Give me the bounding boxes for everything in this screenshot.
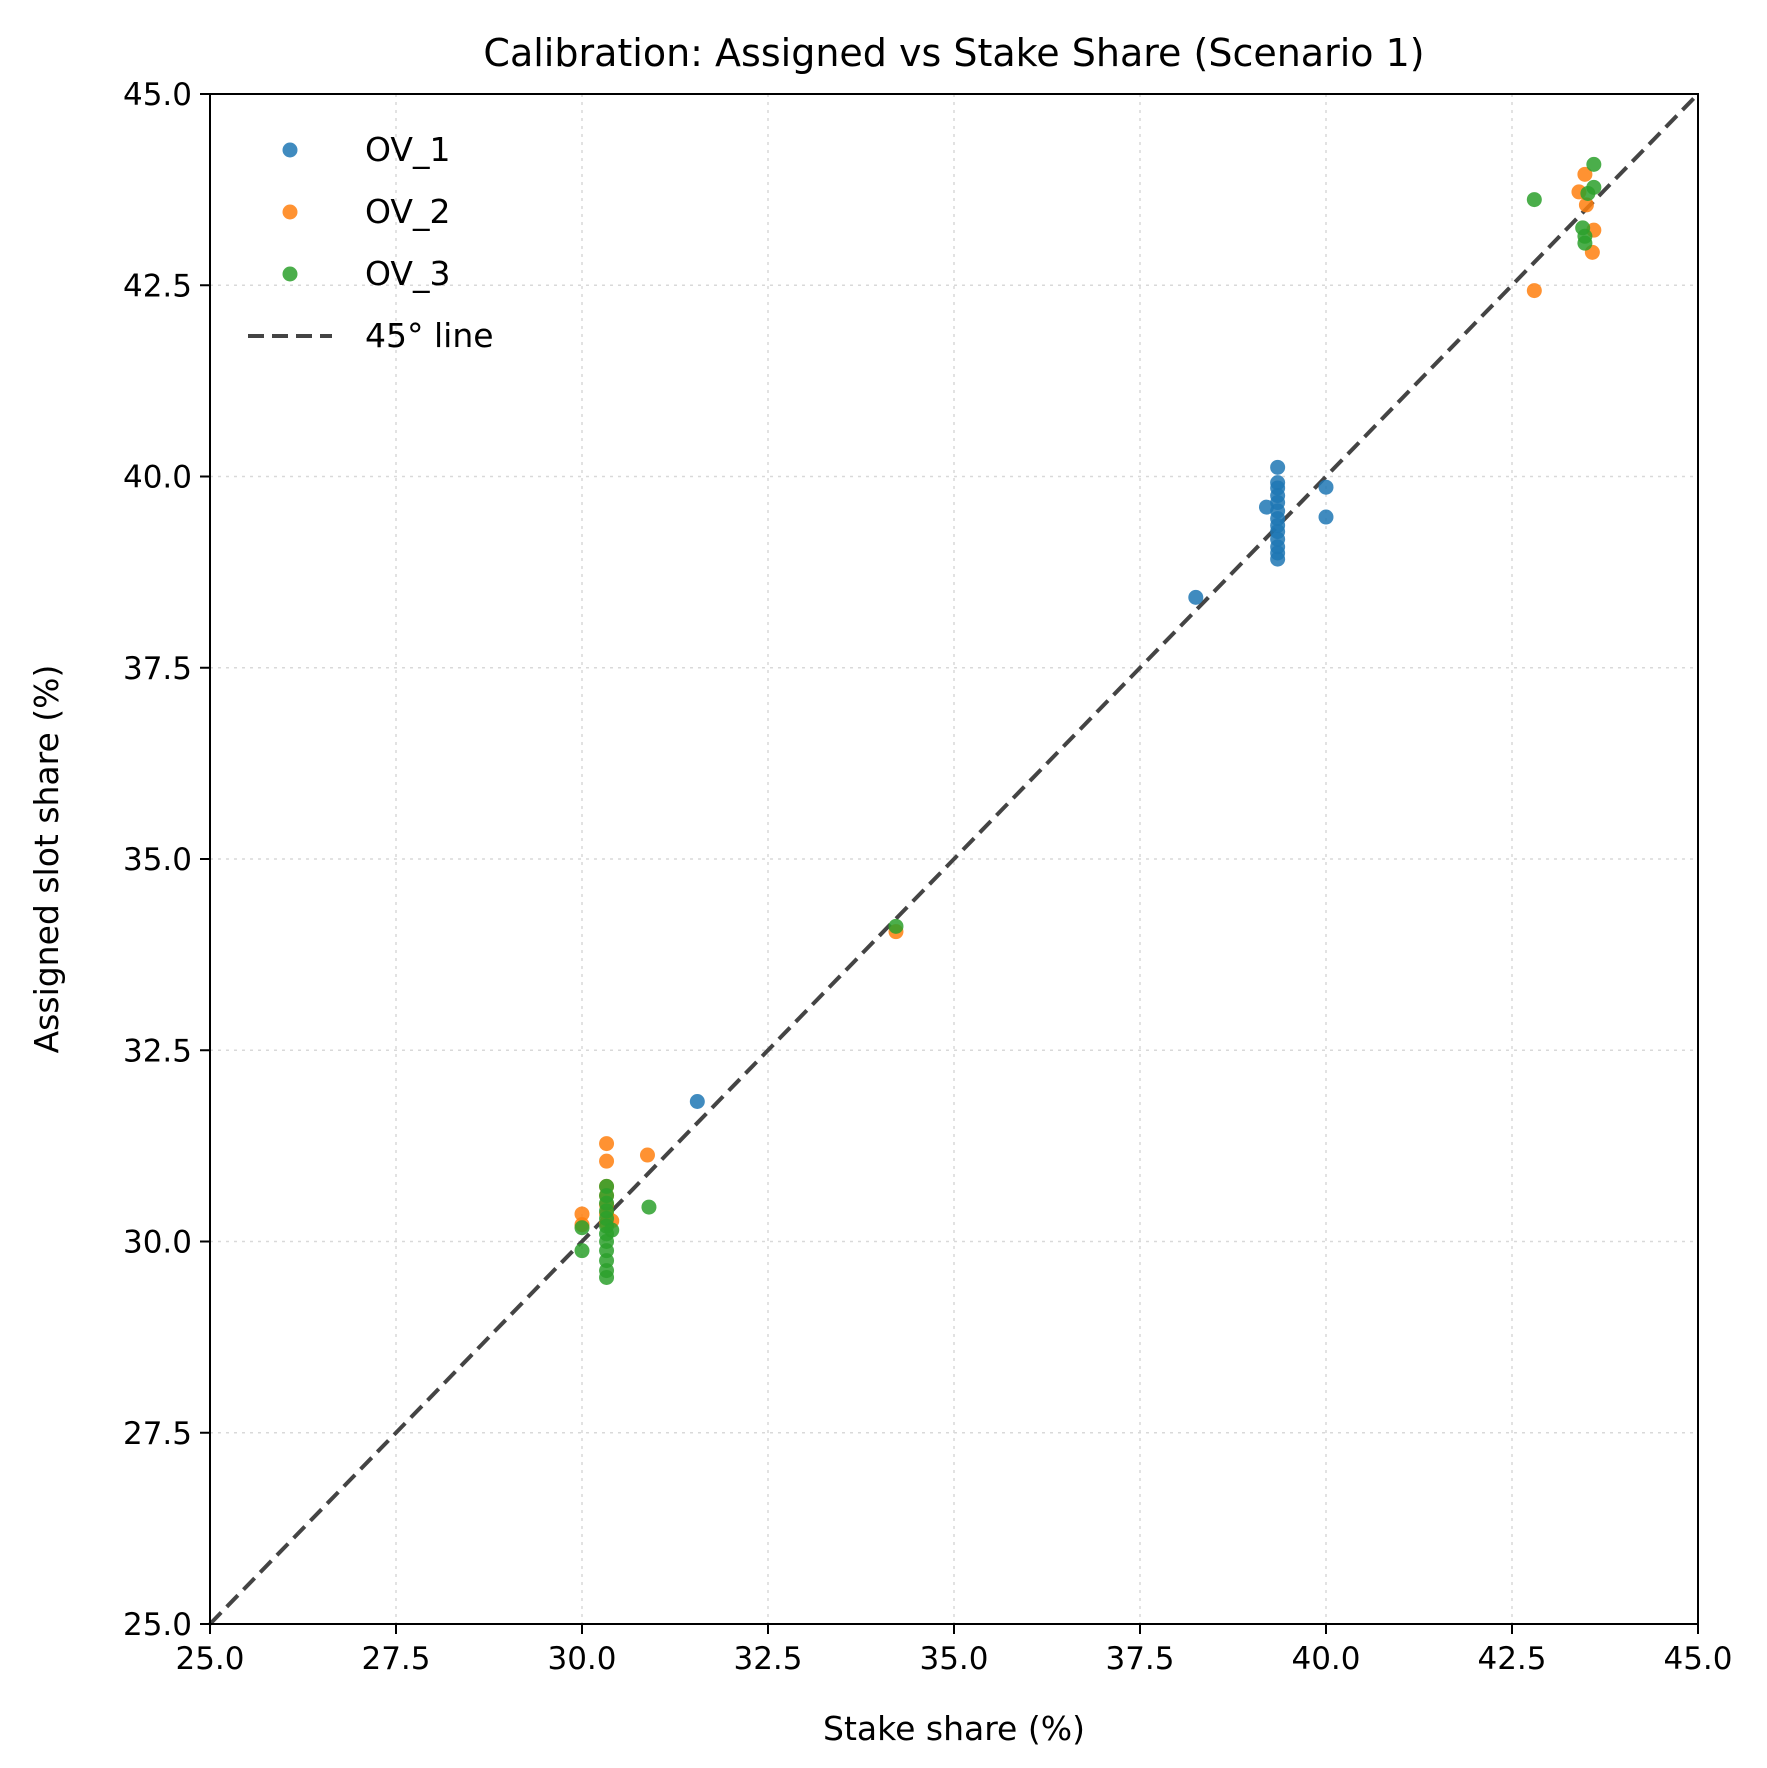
y-tick-label: 35.0 [123, 842, 192, 878]
legend-marker [282, 142, 298, 158]
data-point [1577, 235, 1593, 251]
data-point [1577, 166, 1593, 182]
x-axis-label: Stake share (%) [823, 1709, 1085, 1748]
data-point [641, 1199, 657, 1215]
y-tick-label: 37.5 [123, 651, 192, 687]
legend-label: 45° line [365, 316, 494, 355]
data-point [574, 1243, 590, 1259]
data-point [599, 1269, 615, 1285]
legend-label: OV_1 [365, 130, 450, 169]
data-point [1578, 197, 1594, 213]
y-tick-label: 45.0 [123, 77, 192, 113]
x-tick-label: 45.0 [1663, 1641, 1732, 1677]
data-point [604, 1222, 620, 1238]
data-point [689, 1094, 705, 1110]
reference-line-layer [208, 92, 1700, 1626]
x-tick-label: 42.5 [1477, 1641, 1546, 1677]
data-point [574, 1220, 590, 1236]
legend-marker [282, 204, 298, 220]
y-tick-label: 42.5 [123, 268, 192, 304]
y-axis-label: Assigned slot share (%) [27, 665, 66, 1054]
x-tick-label: 27.5 [361, 1641, 430, 1677]
series-ov-1 [689, 459, 1334, 1110]
chart-title: Calibration: Assigned vs Stake Share (Sc… [483, 31, 1424, 75]
data-point [888, 918, 904, 934]
data-point [1318, 479, 1334, 495]
y-tick-label: 30.0 [123, 1225, 192, 1261]
axis-ticks: 25.0 27.5 30.0 32.5 35.0 37.5 40.0 42.5 45.0 25.0… [123, 77, 1733, 1677]
data-point [1586, 156, 1602, 172]
legend-marker [282, 266, 298, 282]
data-points [574, 156, 1602, 1285]
series-ov-3 [574, 156, 1602, 1285]
data-point [599, 1136, 615, 1152]
y-tick-label: 32.5 [123, 1033, 192, 1069]
data-point [574, 1206, 590, 1222]
y-tick-label: 27.5 [123, 1416, 192, 1452]
data-point [1586, 179, 1602, 195]
y-tick-label: 40.0 [123, 460, 192, 496]
legend-label: OV_2 [365, 192, 450, 231]
legend-label: OV_3 [365, 254, 450, 293]
data-point [1318, 509, 1334, 525]
reference-line-45deg [208, 92, 1700, 1626]
y-tick-label: 25.0 [123, 1607, 192, 1643]
data-point [1270, 551, 1286, 567]
x-tick-label: 35.0 [919, 1641, 988, 1677]
x-tick-label: 25.0 [175, 1641, 244, 1677]
legend: OV_1 OV_2 OV_3 45° line [248, 130, 494, 355]
data-point [1526, 192, 1542, 208]
x-tick-label: 30.0 [547, 1641, 616, 1677]
x-tick-label: 40.0 [1291, 1641, 1360, 1677]
data-point [1526, 283, 1542, 299]
data-point [599, 1153, 615, 1169]
data-point [1270, 459, 1286, 475]
data-point [1188, 589, 1204, 605]
data-point [639, 1147, 655, 1163]
x-tick-label: 32.5 [733, 1641, 802, 1677]
x-tick-label: 37.5 [1105, 1641, 1174, 1677]
